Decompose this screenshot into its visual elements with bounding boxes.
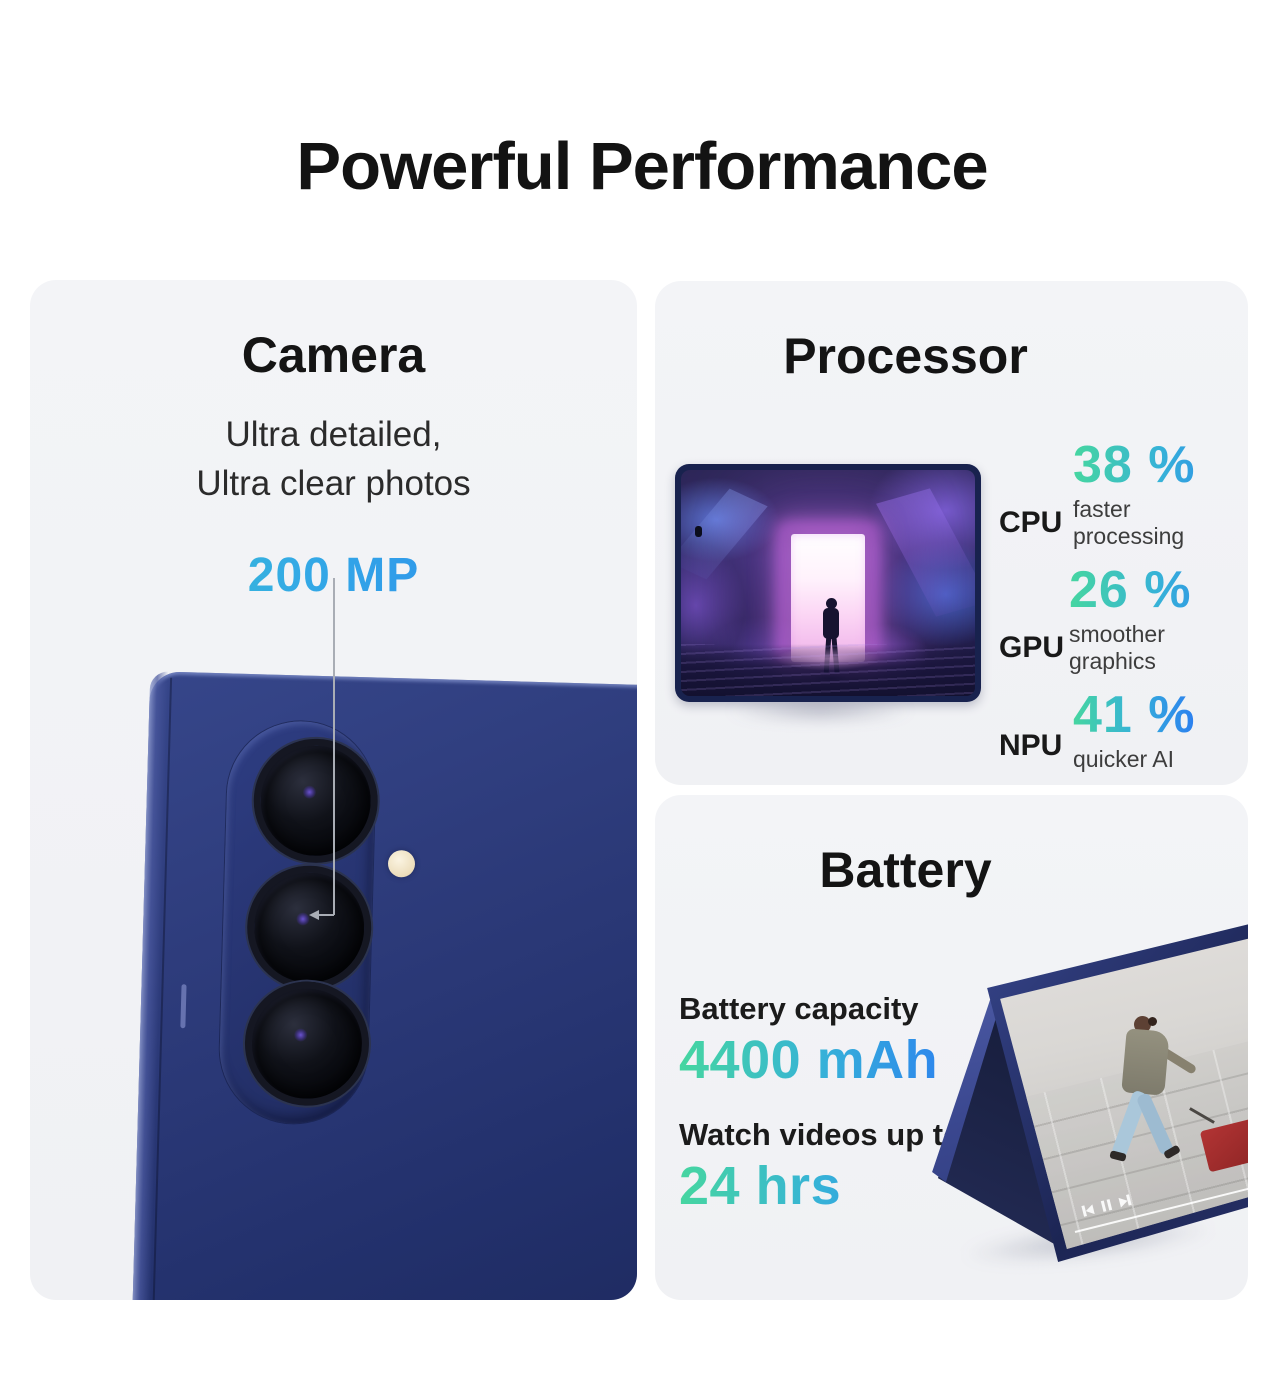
camera-subtitle-line2: Ultra clear photos [196, 464, 471, 503]
suitcase-handle [1189, 1107, 1215, 1124]
stat-row-gpu: GPU 26 % smoother graphics [999, 564, 1248, 675]
stat-desc-npu: quicker AI [1073, 746, 1174, 772]
stat-label-cpu: CPU [999, 506, 1063, 539]
camera-title: Camera [241, 327, 426, 383]
scene-shard [681, 488, 768, 580]
stat-value-cpu: 38 % [1073, 439, 1248, 491]
camera-lens-top [252, 737, 380, 865]
camera-subtitle-line1: Ultra detailed, [225, 415, 442, 454]
under-display-camera-dot [695, 526, 702, 537]
battery-capacity-label: Battery capacity [679, 991, 919, 1026]
figure-head [826, 598, 837, 609]
phone-side-button [180, 984, 187, 1029]
lens-glint [294, 1028, 308, 1042]
stat-desc-gpu: smoother graphics [1069, 621, 1165, 674]
stat-row-cpu: CPU 38 % faster processing [999, 439, 1248, 550]
scene-shard [876, 488, 975, 617]
camera-lens-bottom [243, 979, 371, 1108]
camera-island [217, 719, 380, 1126]
woman-figure [1109, 1016, 1248, 1226]
pause-icon [1100, 1199, 1113, 1212]
card-camera: Camera Ultra detailed, Ultra clear photo… [30, 280, 637, 1300]
processor-stats: CPU 38 % faster processing GPU 26 % smoo… [999, 439, 1248, 785]
stat-desc-cpu: faster processing [1072, 496, 1185, 549]
woman-leg [1135, 1091, 1175, 1157]
lens-glint [296, 912, 310, 926]
battery-title: Battery [819, 842, 992, 898]
battery-video-value: 24 hrs [679, 1159, 962, 1213]
card-processor: Processor [655, 281, 1248, 785]
battery-phone-image [916, 920, 1248, 1284]
stat-label-npu: NPU [999, 729, 1063, 762]
figure-body [823, 608, 839, 639]
stat-value-gpu: 26 % [1069, 564, 1248, 616]
spec-pointer-line-vertical [333, 578, 335, 915]
page-title: Powerful Performance [296, 129, 988, 204]
camera-phone-image [131, 671, 637, 1300]
battery-text-block: Battery capacity 4400 mAh Watch videos u… [679, 991, 962, 1213]
scene-floor [681, 644, 975, 696]
camera-subtitle: Ultra detailed, Ultra clear photos [30, 410, 637, 508]
spec-pointer-line-horizontal [318, 914, 334, 916]
red-suitcase [1199, 1117, 1248, 1173]
battery-video-label: Watch videos up to [679, 1117, 963, 1152]
processor-phone-frame [675, 464, 981, 702]
camera-lens-middle [245, 863, 373, 992]
stat-value-npu: 41 % [1073, 686, 1196, 744]
battery-capacity-value: 4400 mAh [679, 1033, 962, 1087]
woman-hair-bun [1148, 1017, 1157, 1026]
lens-glint [302, 785, 317, 799]
game-scene [681, 470, 975, 696]
stat-row-npu: NPU 41 % quicker AI [999, 689, 1248, 773]
processor-title: Processor [783, 328, 1028, 384]
processor-phone-image [675, 464, 981, 702]
woman-jacket [1121, 1028, 1170, 1096]
stat-label-gpu: GPU [999, 631, 1065, 664]
card-battery: Battery Battery capacity 4400 mAh Watch … [655, 795, 1248, 1300]
camera-flash [387, 849, 416, 878]
spec-pointer-arrow [309, 910, 319, 920]
camera-spec-value: 200 MP [30, 548, 637, 603]
